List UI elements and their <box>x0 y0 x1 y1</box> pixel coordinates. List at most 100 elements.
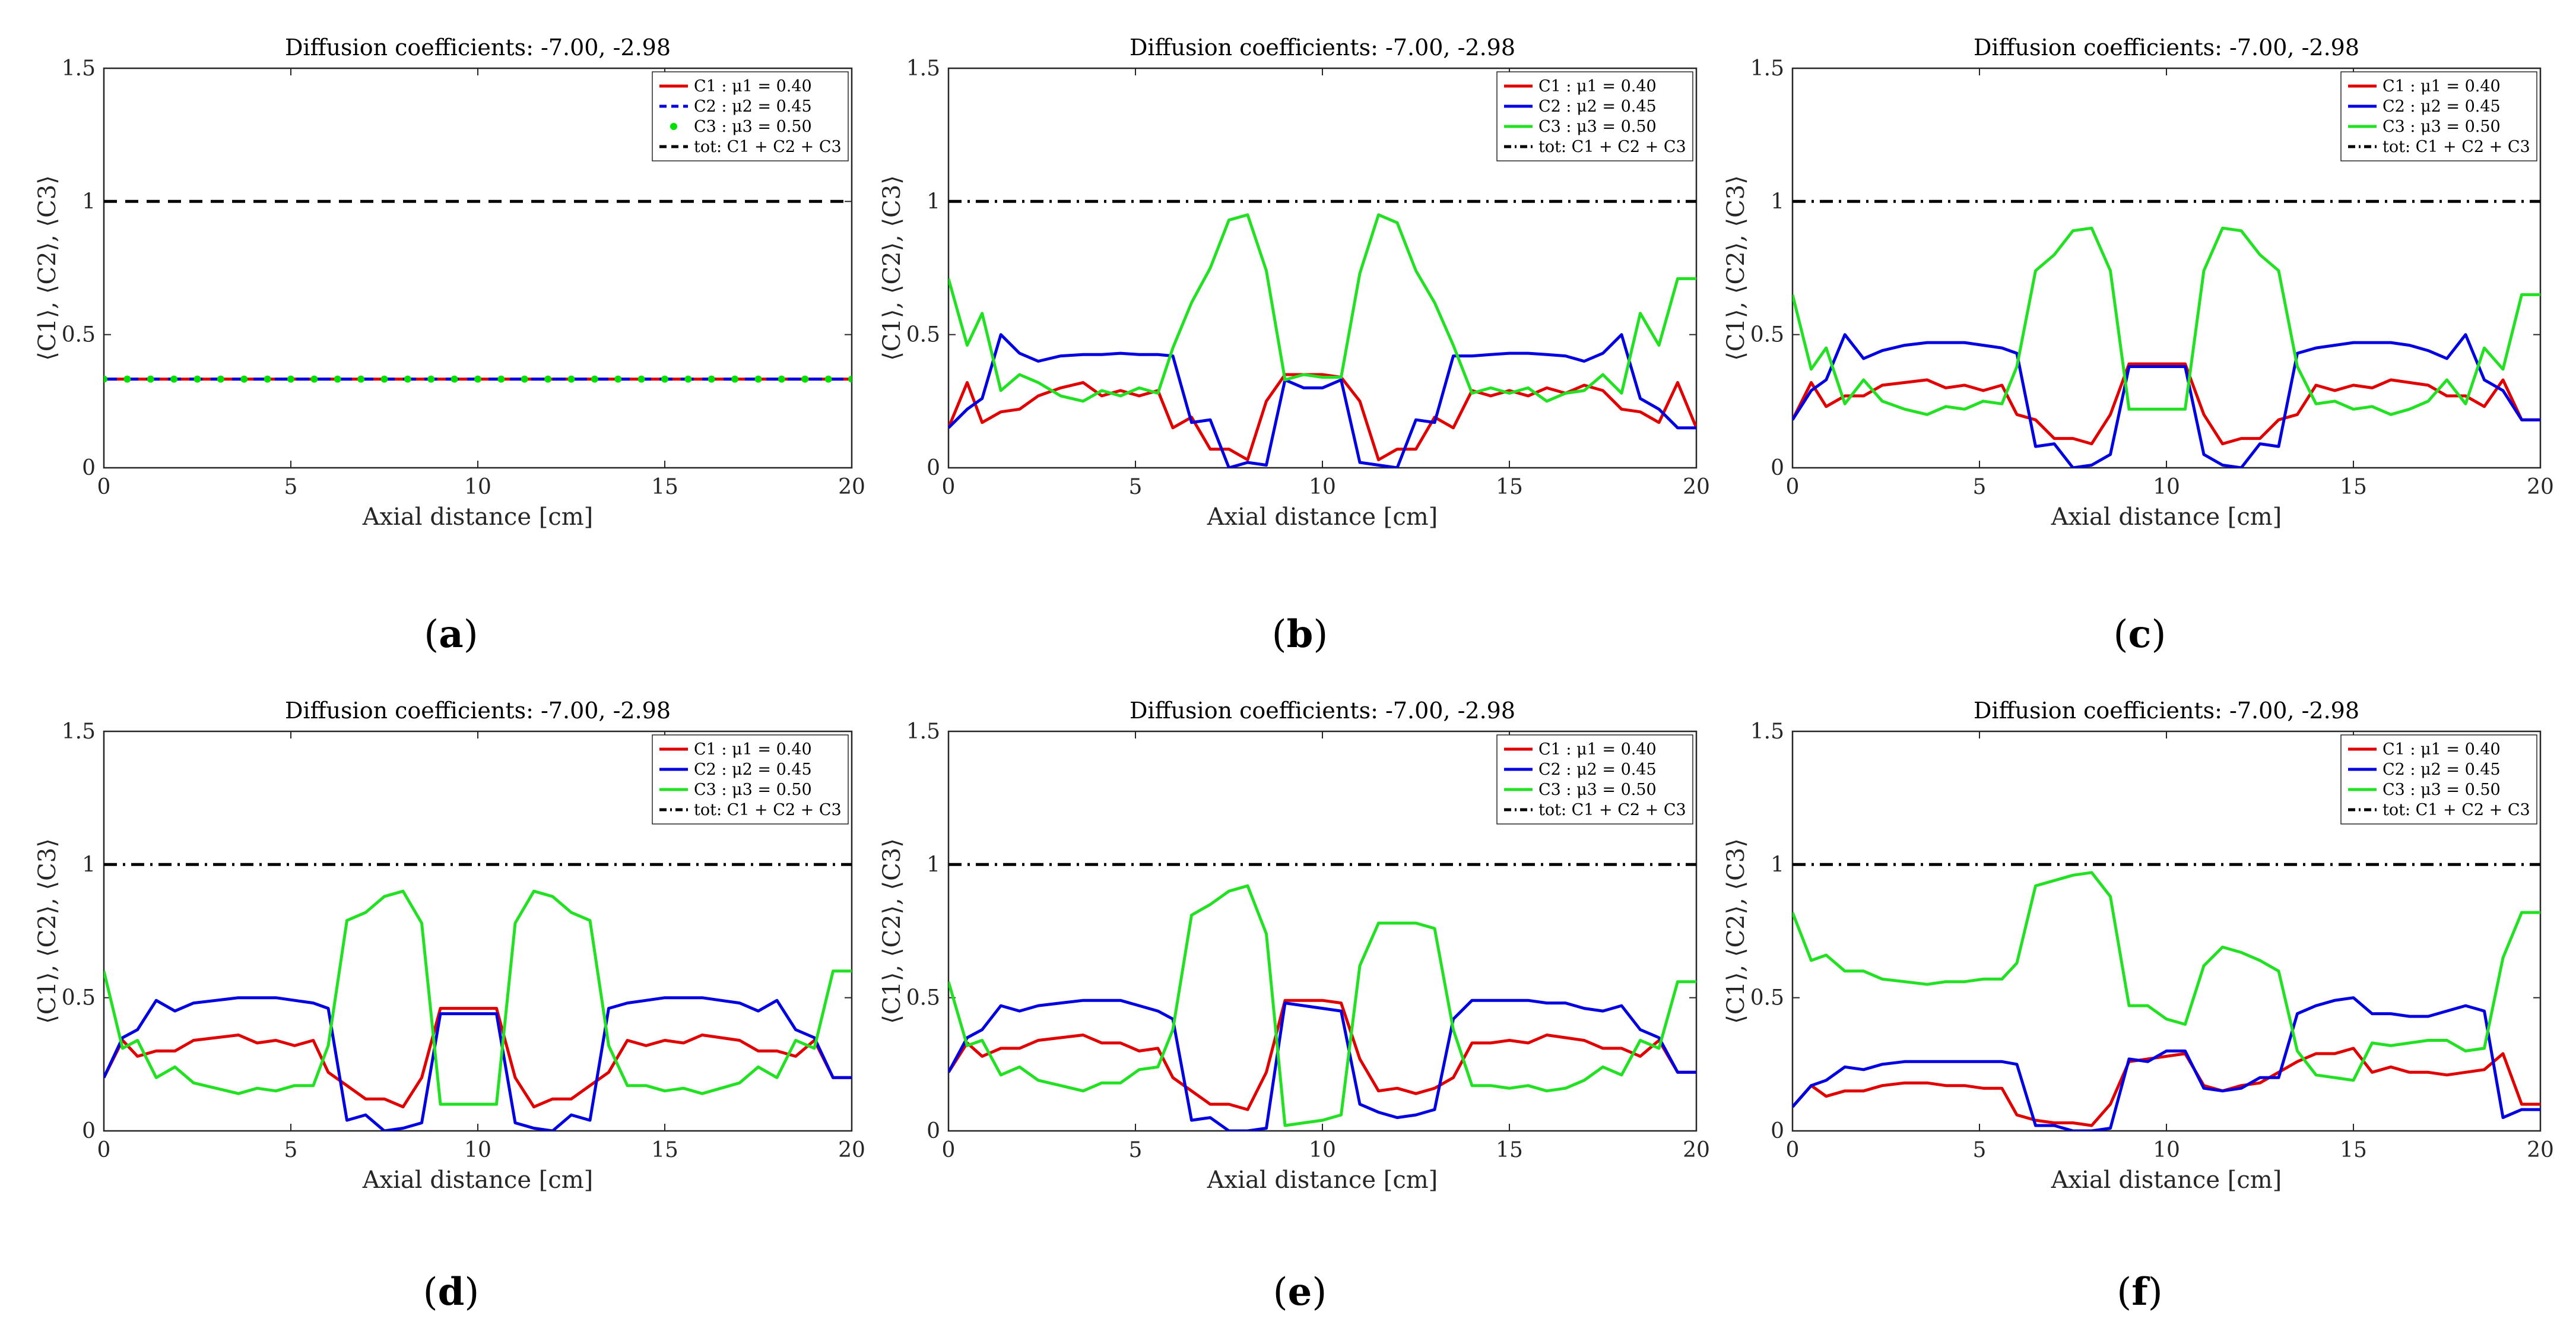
series-3-point <box>427 375 435 383</box>
chart-panel-e: Diffusion coefficients: -7.00, -2.980 5 10… <box>878 698 1710 1314</box>
series-1-line <box>104 1007 852 1109</box>
series-3-point <box>497 375 505 383</box>
series-1-line <box>948 373 1696 461</box>
series-group <box>104 863 852 1131</box>
y-tick-label: 1 <box>927 189 940 214</box>
x-tick-label: 5 <box>1973 475 1987 499</box>
panel-letter: d <box>438 1270 465 1314</box>
series-3-line <box>948 213 1696 403</box>
legend-label: C3 : μ3 = 0.50 <box>694 118 812 136</box>
panel-letter: c <box>2128 612 2152 657</box>
y-axis-label: ⟨C1⟩, ⟨C2⟩, ⟨C3⟩ <box>34 838 61 1024</box>
series-1-line <box>1793 1047 2540 1127</box>
x-tick-label: 5 <box>284 475 298 499</box>
series-3-point <box>684 375 692 383</box>
x-tick-label: 0 <box>942 475 956 499</box>
legend-label: C2 : μ2 = 0.45 <box>2383 97 2501 116</box>
legend-label: tot: C1 + C2 + C3 <box>2383 801 2530 819</box>
plot-title: Diffusion coefficients: -7.00, -2.98 <box>285 698 671 724</box>
legend-swatch <box>670 123 677 130</box>
x-axis-label: Axial distance [cm] <box>362 503 594 531</box>
y-axis-label: ⟨C1⟩, ⟨C2⟩, ⟨C3⟩ <box>1722 175 1750 361</box>
panel-label: (d) <box>423 1270 480 1314</box>
y-tick-label: 1 <box>82 852 96 877</box>
series-3-point <box>778 375 785 383</box>
series-3-point <box>824 375 832 383</box>
series-3-point <box>240 375 248 383</box>
series-3-line <box>1793 226 2540 416</box>
series-1-line <box>948 998 1696 1111</box>
panel-label: (e) <box>1273 1270 1327 1314</box>
x-tick-label: 15 <box>2340 475 2367 499</box>
y-tick-label: 1 <box>1771 852 1784 877</box>
series-2-line <box>948 998 1696 1131</box>
plot-title: Diffusion coefficients: -7.00, -2.98 <box>1974 698 2359 724</box>
series-1-line <box>1793 362 2540 446</box>
series-3-point <box>380 375 388 383</box>
y-tick-label: 1.5 <box>906 719 940 744</box>
legend-label: tot: C1 + C2 + C3 <box>694 801 842 819</box>
series-3-point <box>637 375 645 383</box>
series-group <box>104 199 852 383</box>
y-tick-label: 0 <box>82 456 96 480</box>
y-tick-label: 1.5 <box>1750 719 1784 744</box>
x-tick-label: 0 <box>942 1138 956 1162</box>
y-tick-label: 0.5 <box>1750 323 1784 347</box>
legend-label: C3 : μ3 = 0.50 <box>1538 781 1657 799</box>
series-3-point <box>848 375 852 383</box>
x-tick-label: 20 <box>1683 475 1710 499</box>
y-tick-label: 0 <box>927 1119 940 1143</box>
x-tick-label: 20 <box>2527 1138 2554 1162</box>
series-3-point <box>544 375 552 383</box>
series-3-point <box>614 375 622 383</box>
series-2-line <box>1793 996 2540 1131</box>
y-tick-label: 0 <box>82 1119 96 1143</box>
chart-panel-d: Diffusion coefficients: -7.00, -2.980 5 10… <box>34 698 865 1314</box>
series-3-point <box>334 375 341 383</box>
series-3-point <box>170 375 178 383</box>
legend-label: tot: C1 + C2 + C3 <box>2383 138 2530 156</box>
plot-title: Diffusion coefficients: -7.00, -2.98 <box>1974 34 2359 61</box>
legend-label: C1 : μ1 = 0.40 <box>694 77 812 96</box>
panel-letter: f <box>2131 1270 2150 1314</box>
plot-title: Diffusion coefficients: -7.00, -2.98 <box>1130 698 1515 724</box>
legend-label: C1 : μ1 = 0.40 <box>1538 740 1657 759</box>
series-3-point <box>287 375 294 383</box>
y-tick-label: 1.5 <box>906 56 940 81</box>
x-axis-label: Axial distance [cm] <box>1207 1166 1438 1194</box>
series-3-point <box>147 375 154 383</box>
panel-letter: b <box>1287 612 1314 657</box>
x-axis-label: Axial distance [cm] <box>2051 503 2282 531</box>
series-group <box>1793 863 2540 1131</box>
y-tick-label: 1 <box>1771 189 1784 214</box>
series-group <box>1793 199 2540 468</box>
x-tick-label: 20 <box>838 475 865 499</box>
x-tick-label: 0 <box>97 475 111 499</box>
series-3-point <box>123 375 131 383</box>
x-tick-label: 15 <box>651 475 678 499</box>
y-axis-label: ⟨C1⟩, ⟨C2⟩, ⟨C3⟩ <box>34 175 61 361</box>
x-tick-label: 10 <box>464 1138 491 1162</box>
series-3-point <box>661 375 668 383</box>
panel-letter: e <box>1288 1270 1312 1314</box>
y-tick-label: 0.5 <box>906 986 940 1010</box>
series-3-point <box>591 375 598 383</box>
y-tick-label: 0 <box>927 456 940 480</box>
series-3-point <box>217 375 224 383</box>
series-3-point <box>567 375 575 383</box>
y-tick-label: 1.5 <box>62 56 96 81</box>
series-3-point <box>754 375 762 383</box>
x-tick-label: 10 <box>2153 475 2180 499</box>
y-tick-label: 1 <box>927 852 940 877</box>
x-axis-label: Axial distance [cm] <box>362 1166 594 1194</box>
x-tick-label: 10 <box>1309 1138 1336 1162</box>
x-tick-label: 15 <box>651 1138 678 1162</box>
series-3-point <box>104 375 107 383</box>
x-tick-label: 5 <box>1973 1138 1987 1162</box>
